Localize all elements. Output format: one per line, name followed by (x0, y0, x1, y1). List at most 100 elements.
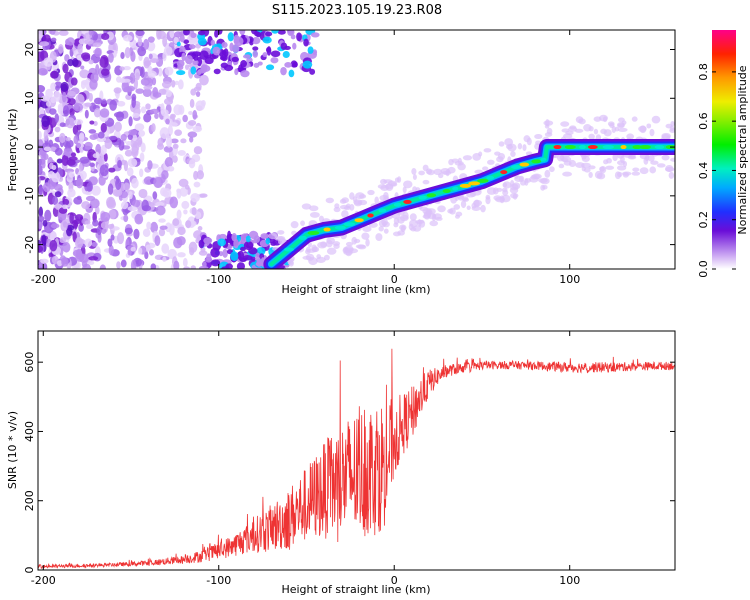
noise-speckle (100, 221, 109, 230)
noise-speckle (262, 36, 272, 44)
noise-speckle (38, 117, 41, 130)
noise-speckle (58, 43, 64, 54)
noise-speckle (189, 136, 194, 143)
noise-speckle (192, 110, 198, 120)
noise-speckle (81, 201, 91, 210)
ridge-halo (409, 213, 417, 221)
ridge-halo (656, 163, 666, 168)
ridge-core (540, 157, 547, 162)
colorbar-label: Normalized spectral amplitude (736, 65, 749, 234)
ridge-core (639, 145, 651, 150)
noise-speckle (61, 257, 69, 267)
noise-speckle (126, 167, 134, 177)
ridge-core (468, 181, 481, 186)
noise-speckle (222, 248, 228, 258)
ridge-halo (316, 254, 322, 260)
ridge-halo (546, 127, 553, 135)
ridge-halo (309, 211, 320, 218)
ridge-halo (522, 144, 527, 152)
noise-speckle (88, 59, 94, 65)
noise-speckle (55, 203, 61, 211)
ridge-halo (403, 180, 413, 189)
noise-speckle (108, 209, 117, 220)
noise-speckle (193, 170, 199, 180)
ridge-halo (617, 117, 625, 123)
noise-speckle (163, 145, 173, 153)
ridge-halo (374, 196, 379, 205)
noise-speckle (88, 92, 93, 102)
noise-speckle (296, 32, 302, 42)
noise-speckle (165, 90, 172, 98)
ridge-core (418, 195, 427, 200)
ridge-halo (333, 243, 340, 249)
noise-speckle (54, 126, 61, 133)
noise-speckle (99, 108, 110, 118)
noise-speckle (51, 171, 61, 183)
noise-speckle (43, 57, 54, 67)
noise-speckle (116, 261, 121, 269)
spectrogram-y-tick-label: 20 (23, 43, 36, 57)
ridge-core (486, 175, 495, 180)
noise-speckle (41, 234, 47, 246)
noise-speckle (290, 34, 296, 40)
noise-speckle (40, 258, 49, 264)
noise-speckle (148, 53, 153, 60)
noise-speckle (197, 37, 207, 46)
ridge-core (323, 227, 331, 232)
noise-speckle (212, 46, 221, 56)
ridge-halo (280, 270, 290, 278)
snr-x-tick-label: 100 (559, 574, 580, 587)
noise-speckle (122, 182, 131, 191)
ridge-halo (478, 151, 483, 157)
noise-speckle (38, 68, 48, 76)
noise-speckle (145, 103, 151, 110)
noise-speckle (69, 108, 75, 117)
noise-speckle (113, 111, 124, 118)
noise-speckle (172, 143, 179, 149)
noise-speckle (118, 139, 125, 151)
noise-speckle (86, 182, 92, 192)
noise-speckle (113, 87, 122, 94)
noise-speckle (107, 223, 115, 230)
ridge-halo (362, 225, 372, 232)
ridge-halo (300, 220, 305, 226)
noise-speckle (173, 36, 179, 44)
noise-speckle (84, 38, 94, 45)
noise-speckle (84, 220, 91, 225)
noise-speckle (120, 159, 127, 166)
noise-speckle (43, 153, 49, 160)
noise-speckle (176, 70, 186, 76)
noise-speckle (181, 52, 186, 62)
ridge-halo (609, 122, 615, 129)
ridge-core (510, 164, 522, 169)
noise-speckle (147, 160, 153, 170)
noise-speckle (123, 66, 131, 71)
noise-speckle (82, 263, 92, 269)
noise-speckle (57, 260, 63, 267)
ridge-halo (502, 181, 512, 189)
ridge-halo (665, 164, 674, 172)
noise-speckle (217, 238, 227, 247)
ridge-halo (581, 155, 590, 162)
noise-speckle (143, 38, 150, 50)
noise-speckle (92, 153, 99, 159)
snr-y-tick-label: 0 (23, 567, 36, 574)
noise-speckle (161, 243, 170, 254)
noise-speckle (73, 135, 79, 145)
noise-speckle (94, 206, 100, 215)
noise-speckle (103, 153, 108, 162)
spectrogram-y-tick-label: 0 (23, 144, 36, 151)
ridge-halo (474, 169, 484, 174)
ridge-core (579, 145, 586, 150)
noise-speckle (234, 68, 239, 76)
noise-speckle (100, 122, 107, 133)
noise-speckle (38, 221, 43, 230)
noise-speckle (50, 96, 57, 104)
noise-speckle (184, 184, 190, 190)
noise-speckle (130, 246, 136, 252)
noise-speckle (303, 38, 309, 47)
noise-speckle (154, 113, 159, 120)
ridge-halo (317, 241, 328, 249)
noise-speckle (191, 154, 201, 163)
noise-speckle (122, 34, 133, 42)
